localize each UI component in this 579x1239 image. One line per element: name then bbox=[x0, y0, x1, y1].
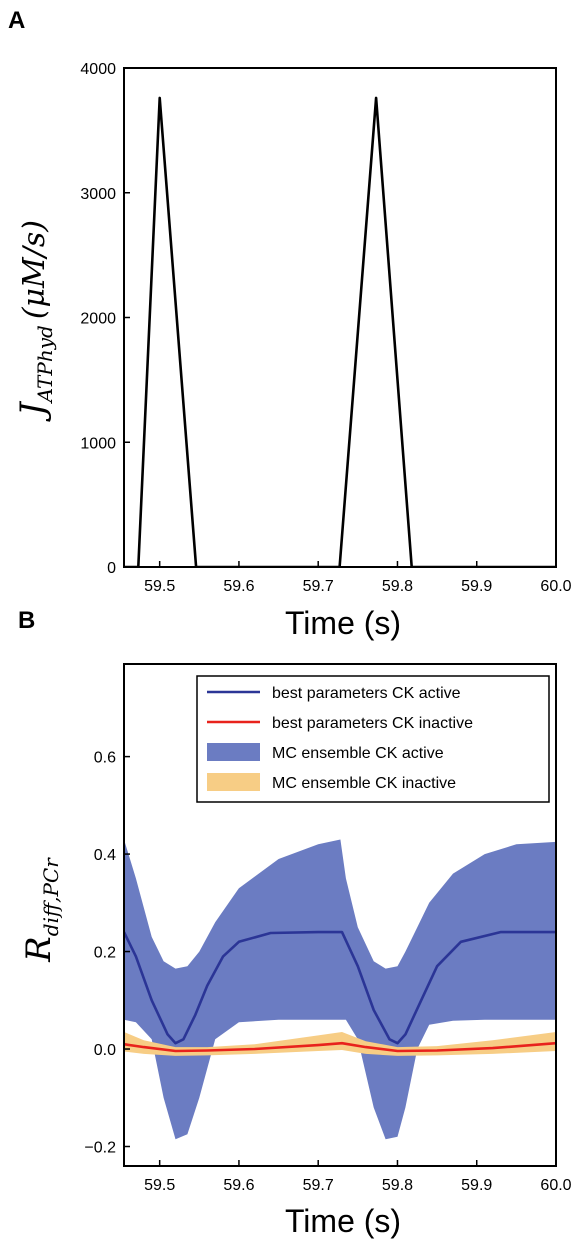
panel-b-x-axis-label: Time (s) bbox=[285, 1203, 401, 1239]
legend-label-best-parameters-ck-inactive: best parameters CK inactive bbox=[272, 715, 473, 732]
panel-b-y-tick-label: 0.4 bbox=[94, 847, 116, 864]
panel-b-legend: best parameters CK active best parameters… bbox=[196, 675, 550, 803]
panel-a-x-axis-label: Time (s) bbox=[285, 605, 401, 641]
legend-label-mc-ensemble-ck-inactive: MC ensemble CK inactive bbox=[272, 775, 456, 792]
panel-b-x-tick-label: 60.0 bbox=[540, 1177, 571, 1194]
panel-b-letter: B bbox=[18, 607, 35, 634]
panel-b-x-tick-label: 59.5 bbox=[144, 1177, 175, 1194]
panel-a-chart: 59.5 59.6 59.7 59.8 59.9 60.0 0 1000 2000 3000 400… bbox=[80, 61, 571, 595]
panel-b-x-tick-label: 59.9 bbox=[461, 1177, 492, 1194]
panel-b-plot-area bbox=[124, 839, 556, 1140]
panel-a-x-tick-label: 59.7 bbox=[303, 578, 334, 595]
panel-a-line-series-0 bbox=[124, 96, 556, 567]
panel-b-x-tick-label: 59.8 bbox=[382, 1177, 413, 1194]
panel-b-y-axis-label: Rdiff,PCr bbox=[19, 857, 63, 963]
panel-b-y-tick-label: 0.2 bbox=[94, 945, 116, 962]
panel-b-axes-frame bbox=[123, 663, 557, 1167]
legend-swatch-mc-ensemble-ck-active bbox=[207, 743, 260, 761]
panel-a-letter: A bbox=[8, 7, 25, 34]
panel-a-axes-frame bbox=[123, 67, 557, 568]
legend-swatch-mc-ensemble-ck-inactive bbox=[207, 773, 260, 791]
panel-b-y-tick-label: −0.2 bbox=[84, 1140, 116, 1157]
panel-a-x-tick-label: 59.6 bbox=[223, 578, 254, 595]
panel-a-y-tick-label: 0 bbox=[107, 560, 116, 577]
panel-a-plot-area bbox=[124, 96, 556, 567]
panel-b-chart: 59.5 59.6 59.7 59.8 59.9 60.0 −0.2 0.0 0.2 0.4 0.6 bbox=[84, 663, 572, 1194]
panel-b-x-tick-label: 59.7 bbox=[303, 1177, 334, 1194]
legend-label-best-parameters-ck-active: best parameters CK active bbox=[272, 685, 461, 702]
panel-a-x-tick-label: 59.8 bbox=[382, 578, 413, 595]
panel-b-band-mc-ensemble-ck-active bbox=[124, 839, 556, 1140]
panel-b-x-tick-label: 59.6 bbox=[223, 1177, 254, 1194]
panel-a-x-tick-label: 59.9 bbox=[461, 578, 492, 595]
panel-a-y-axis-label: JATPhyd(μM/s) bbox=[13, 220, 57, 422]
panel-a-y-tick-label: 1000 bbox=[80, 435, 116, 452]
panel-b-y-tick-label: 0.0 bbox=[94, 1042, 116, 1059]
panel-a-y-tick-label: 2000 bbox=[80, 311, 116, 328]
panel-a-y-tick-label: 4000 bbox=[80, 61, 116, 78]
panel-a-x-tick-label: 60.0 bbox=[540, 578, 571, 595]
legend-label-mc-ensemble-ck-active: MC ensemble CK active bbox=[272, 745, 444, 762]
panel-b-y-tick-label: 0.6 bbox=[94, 750, 116, 767]
panel-a-x-tick-label: 59.5 bbox=[144, 578, 175, 595]
panel-b-line-best-parameters-ck-active bbox=[124, 930, 556, 1045]
panel-b-line-best-parameters-ck-inactive bbox=[124, 1041, 556, 1053]
panel-a-y-tick-label: 3000 bbox=[80, 186, 116, 203]
